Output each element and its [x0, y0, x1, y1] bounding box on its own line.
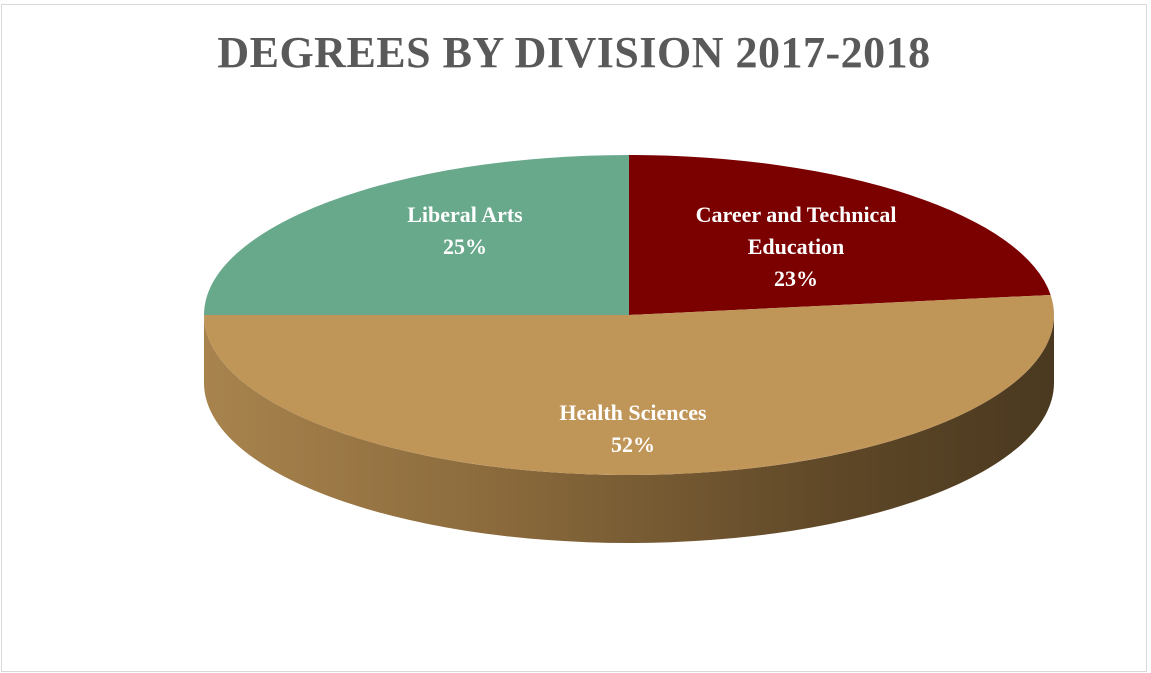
data-label-health-sciences: Health Sciences [559, 400, 707, 425]
pie-side-wall [204, 315, 1054, 543]
chart-title: DEGREES BY DIVISION 2017-2018 [217, 28, 931, 77]
data-label-career-and-technical-education: Career and Technical [696, 202, 897, 227]
data-label-liberal-arts-value: 25% [443, 234, 487, 259]
data-label-career-and-technical-education-value: 23% [774, 266, 818, 291]
data-label-liberal-arts: Liberal Arts [407, 202, 523, 227]
data-label-career-and-technical-education: Education [748, 234, 845, 259]
pie-top-shading [204, 155, 1054, 475]
data-label-health-sciences-value: 52% [611, 432, 655, 457]
